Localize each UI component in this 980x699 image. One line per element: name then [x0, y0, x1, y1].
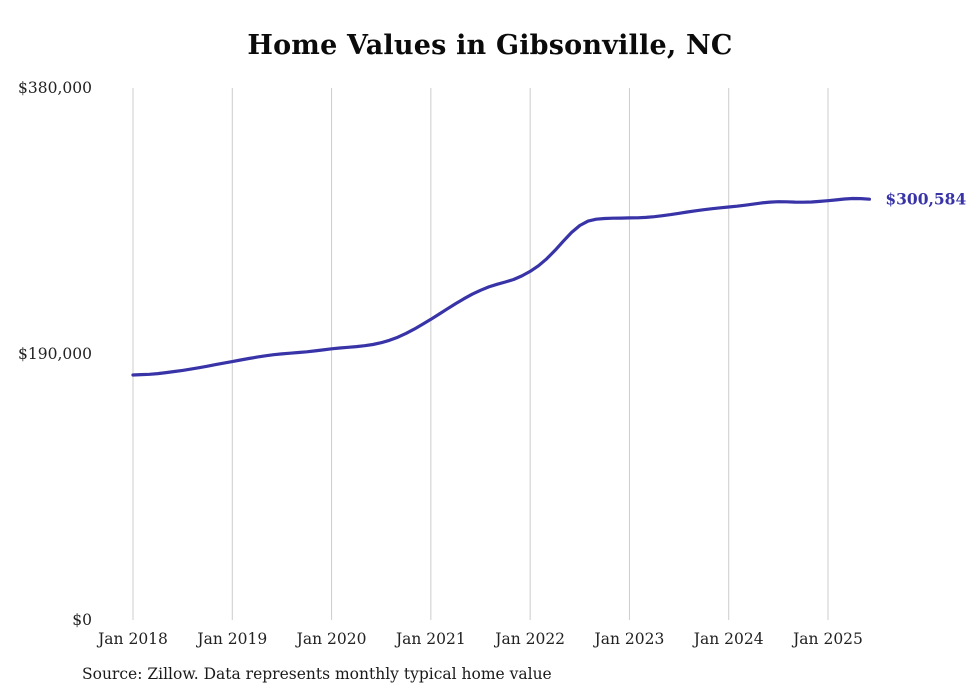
source-note: Source: Zillow. Data represents monthly …	[82, 665, 552, 683]
y-axis-tick-label: $0	[72, 611, 92, 629]
y-axis-tick-label: $380,000	[18, 79, 92, 97]
x-axis-tick-label: Jan 2023	[593, 630, 665, 648]
x-axis-tick-label: Jan 2018	[96, 630, 168, 648]
x-axis-tick-label: Jan 2022	[493, 630, 565, 648]
end-value-label: $300,584	[885, 190, 966, 209]
chart-title: Home Values in Gibsonville, NC	[247, 30, 733, 61]
y-axis-tick-label: $190,000	[18, 345, 92, 363]
value-line	[131, 196, 872, 377]
x-axis-tick-label: Jan 2024	[692, 630, 764, 648]
x-axis-tick-label: Jan 2020	[295, 630, 367, 648]
x-axis-tick-label: Jan 2025	[791, 630, 863, 648]
x-axis-tick-label: Jan 2019	[195, 630, 267, 648]
x-axis-tick-label: Jan 2021	[394, 630, 466, 648]
